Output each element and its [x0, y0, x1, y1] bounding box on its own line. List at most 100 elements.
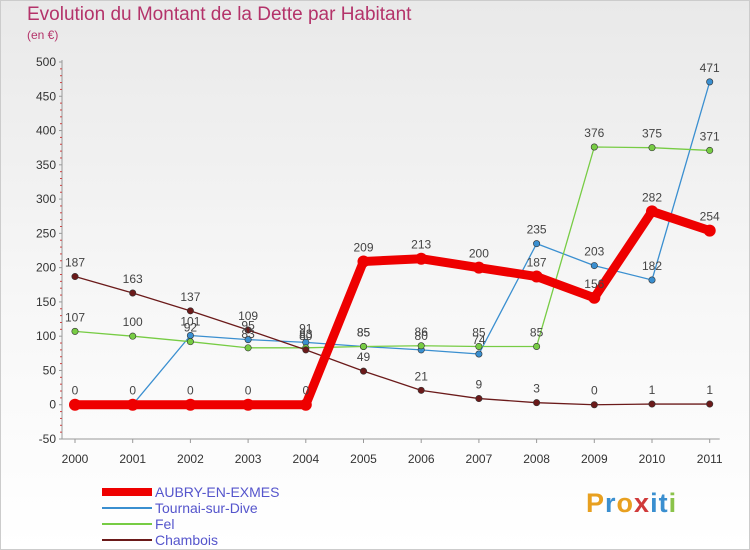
- x-tick-label: 2001: [119, 452, 146, 466]
- x-tick-label: 2011: [697, 452, 723, 466]
- data-point: [302, 346, 310, 354]
- data-label: 0: [187, 384, 194, 398]
- legend-label: AUBRY-EN-EXMES: [155, 484, 280, 500]
- x-tick-label: 2002: [177, 452, 204, 466]
- data-point: [475, 342, 483, 350]
- data-point: [475, 395, 483, 403]
- legend-swatch: [102, 523, 152, 525]
- data-point: [590, 401, 598, 409]
- data-label: 187: [527, 256, 547, 270]
- data-label: 80: [415, 329, 429, 343]
- data-point: [69, 398, 81, 411]
- x-tick-label: 2003: [235, 452, 262, 466]
- x-tick-label: 2005: [350, 452, 377, 466]
- y-tick-label: 250: [36, 226, 56, 240]
- data-point: [533, 342, 541, 350]
- data-label: 163: [123, 272, 143, 286]
- data-label: 85: [357, 325, 371, 339]
- y-tick-label: 500: [36, 55, 56, 69]
- x-tick-label: 2008: [523, 452, 550, 466]
- data-point: [126, 398, 139, 411]
- y-tick-label: 300: [36, 192, 56, 206]
- data-point: [417, 342, 425, 350]
- data-label: 1: [706, 383, 713, 397]
- data-point: [646, 205, 658, 218]
- x-tick-label: 2000: [62, 452, 89, 466]
- legend-label: Tournai-sur-Dive: [155, 500, 258, 516]
- data-label: 107: [65, 310, 85, 324]
- data-label: 0: [245, 384, 252, 398]
- data-point: [588, 291, 601, 304]
- data-label: 83: [241, 327, 255, 341]
- data-label: 376: [584, 126, 604, 140]
- x-tick-label: 2006: [408, 452, 435, 466]
- data-point: [359, 367, 367, 375]
- data-point: [472, 261, 485, 274]
- data-label: 74: [472, 333, 486, 347]
- logo-letter: o: [616, 488, 635, 518]
- logo-letter: i: [650, 488, 659, 518]
- legend-swatch: [102, 507, 152, 509]
- series-line-1: [74, 81, 711, 406]
- data-point: [648, 276, 656, 284]
- data-label: 92: [184, 321, 198, 335]
- data-point: [706, 400, 714, 408]
- data-point: [703, 224, 716, 237]
- series-layer: [69, 78, 716, 411]
- data-point: [415, 252, 428, 265]
- data-point: [648, 400, 656, 408]
- legend-label: Chambois: [155, 532, 219, 548]
- legend-swatch: [102, 488, 152, 496]
- y-tick-label: 100: [36, 329, 56, 343]
- data-point: [590, 262, 598, 270]
- data-label: 21: [415, 369, 429, 383]
- data-label: 375: [642, 127, 662, 141]
- chart-title: Evolution du Montant de la Dette par Hab…: [27, 4, 412, 25]
- data-label: 282: [642, 190, 662, 204]
- data-point: [533, 399, 541, 407]
- series-line-2: [74, 146, 711, 349]
- logo-letter: x: [634, 488, 651, 518]
- data-point: [244, 326, 252, 334]
- data-point: [475, 350, 483, 358]
- data-label: 3: [533, 382, 540, 396]
- data-label: 235: [527, 223, 547, 237]
- data-point: [530, 270, 543, 283]
- data-point: [706, 146, 714, 154]
- data-point: [244, 344, 252, 352]
- data-point: [71, 327, 79, 335]
- x-tick-label: 2010: [639, 452, 666, 466]
- data-label: 83: [299, 327, 313, 341]
- data-label: 182: [642, 259, 662, 273]
- data-point: [71, 273, 79, 281]
- data-label: 91: [299, 321, 313, 335]
- data-label: 187: [65, 256, 85, 270]
- data-point: [706, 78, 714, 86]
- data-point: [359, 342, 367, 350]
- logo-letter: i: [668, 488, 678, 518]
- y-tick-label: 0: [49, 398, 56, 412]
- y-tick-label: 450: [36, 89, 56, 103]
- data-point: [186, 338, 194, 346]
- x-tick-label: 2007: [466, 452, 493, 466]
- data-label: 0: [72, 384, 79, 398]
- data-label: 209: [353, 240, 373, 254]
- data-label: 100: [123, 315, 143, 329]
- data-point: [129, 289, 137, 297]
- data-label: 9: [476, 378, 483, 392]
- data-label: 0: [302, 384, 309, 398]
- data-label: 86: [415, 325, 429, 339]
- data-label: 101: [180, 314, 200, 328]
- data-label: 254: [700, 210, 720, 224]
- data-label: 85: [357, 325, 371, 339]
- data-label: 109: [238, 309, 258, 323]
- data-label: 200: [469, 247, 489, 261]
- data-label: 85: [472, 325, 486, 339]
- data-label: 0: [129, 384, 136, 398]
- data-label: 1: [649, 383, 656, 397]
- data-label: 85: [530, 325, 544, 339]
- data-label: 49: [357, 350, 371, 364]
